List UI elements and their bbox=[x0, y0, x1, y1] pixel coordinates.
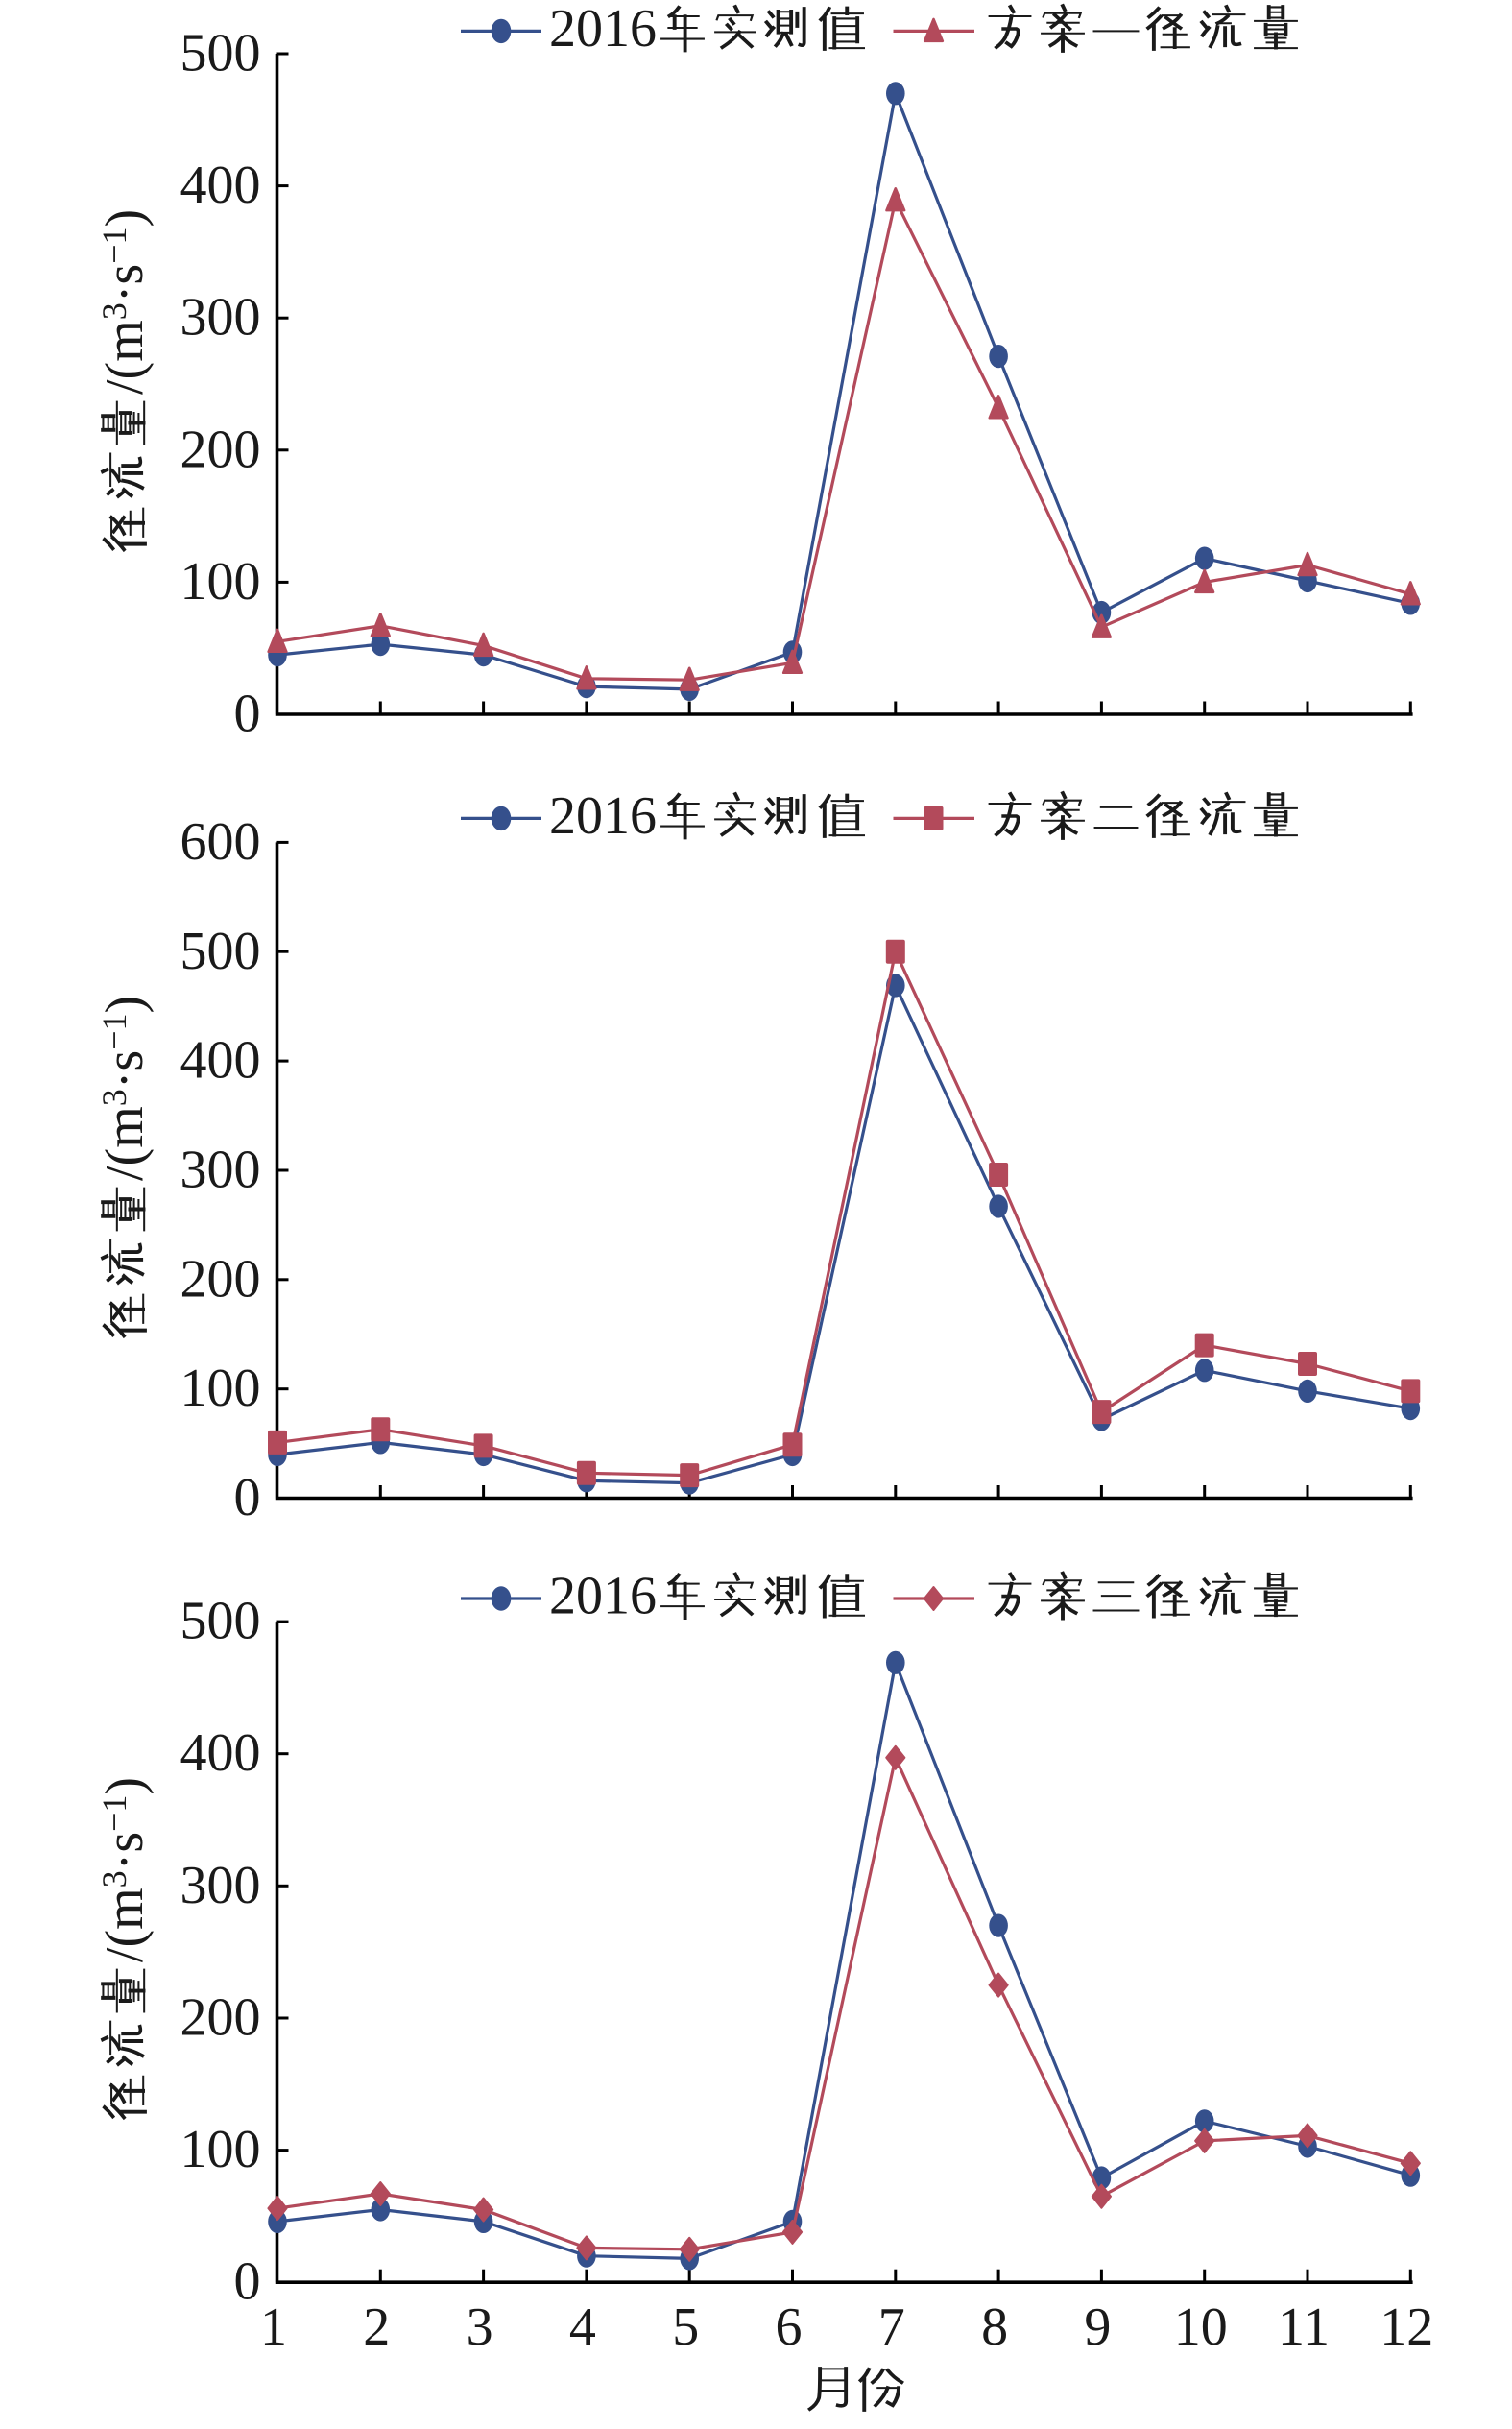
svg-text:/(m3·s−1): /(m3·s−1) bbox=[95, 996, 155, 1181]
svg-text:400: 400 bbox=[180, 156, 261, 215]
svg-text:200: 200 bbox=[180, 1249, 261, 1309]
svg-text:8: 8 bbox=[981, 2297, 1008, 2357]
svg-text:400: 400 bbox=[180, 1723, 261, 1783]
svg-text:300: 300 bbox=[180, 1856, 261, 1915]
svg-text:1: 1 bbox=[260, 2297, 287, 2357]
svg-text:2016: 2016 bbox=[549, 1567, 657, 1626]
svg-text:500: 500 bbox=[180, 24, 261, 84]
svg-text:200: 200 bbox=[180, 420, 261, 479]
svg-text:100: 100 bbox=[180, 552, 261, 612]
svg-text:6: 6 bbox=[776, 2297, 803, 2357]
svg-text:4: 4 bbox=[569, 2297, 596, 2357]
svg-text:5: 5 bbox=[672, 2297, 699, 2357]
svg-text:100: 100 bbox=[180, 2120, 261, 2179]
svg-text:500: 500 bbox=[180, 1592, 261, 1651]
svg-text:0: 0 bbox=[234, 1468, 261, 1527]
svg-text:3: 3 bbox=[467, 2297, 493, 2357]
svg-text:2016: 2016 bbox=[549, 0, 657, 59]
svg-text:100: 100 bbox=[180, 1359, 261, 1418]
svg-text:0: 0 bbox=[234, 685, 261, 744]
svg-text:300: 300 bbox=[180, 288, 261, 348]
svg-text:200: 200 bbox=[180, 1988, 261, 2048]
svg-text:7: 7 bbox=[878, 2297, 905, 2357]
svg-text:9: 9 bbox=[1084, 2297, 1111, 2357]
svg-text:500: 500 bbox=[180, 922, 261, 981]
svg-text:2016: 2016 bbox=[549, 786, 657, 846]
svg-text:400: 400 bbox=[180, 1031, 261, 1091]
svg-text:12: 12 bbox=[1380, 2297, 1433, 2357]
svg-text:600: 600 bbox=[180, 812, 261, 872]
svg-text:10: 10 bbox=[1174, 2297, 1228, 2357]
svg-text:2: 2 bbox=[363, 2297, 390, 2357]
svg-text:11: 11 bbox=[1278, 2297, 1330, 2357]
svg-text:300: 300 bbox=[180, 1141, 261, 1200]
svg-text:0: 0 bbox=[234, 2252, 261, 2312]
